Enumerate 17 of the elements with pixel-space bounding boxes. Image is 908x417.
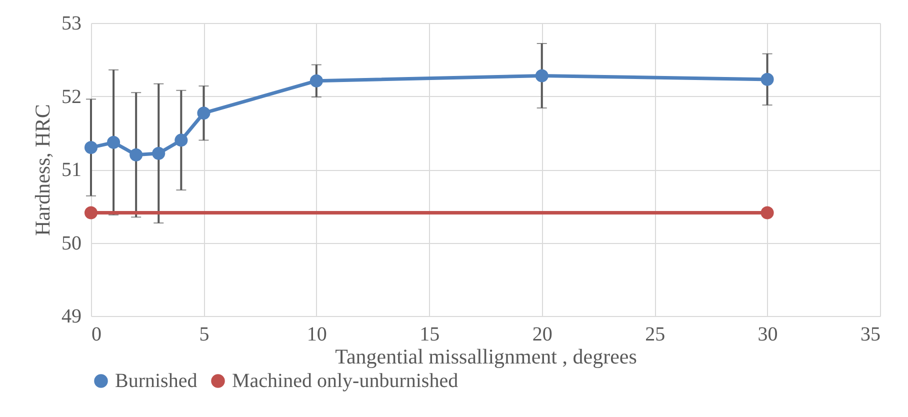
x-tick-label: 10 bbox=[306, 324, 327, 346]
y-axis-title: Hardness, HRC bbox=[30, 104, 54, 236]
x-axis-title: Tangential missallignment , degrees bbox=[335, 344, 637, 368]
legend-label: Burnished bbox=[115, 370, 198, 392]
y-tick-label: 52 bbox=[62, 86, 82, 108]
y-tick-label: 51 bbox=[62, 159, 82, 181]
y-tick-label: 50 bbox=[62, 232, 82, 254]
x-tick-label: 0 bbox=[92, 324, 102, 346]
legend-label: Machined only-unburnished bbox=[232, 370, 458, 392]
x-tick-label: 30 bbox=[758, 324, 778, 346]
x-tick-label: 20 bbox=[532, 324, 552, 346]
x-tick-label: 25 bbox=[645, 324, 666, 346]
y-tick-label: 49 bbox=[62, 306, 82, 328]
y-tick-label: 53 bbox=[62, 12, 82, 34]
x-tick-label: 35 bbox=[860, 324, 880, 346]
x-tick-label: 5 bbox=[199, 324, 210, 346]
x-tick-label: 15 bbox=[420, 324, 440, 346]
